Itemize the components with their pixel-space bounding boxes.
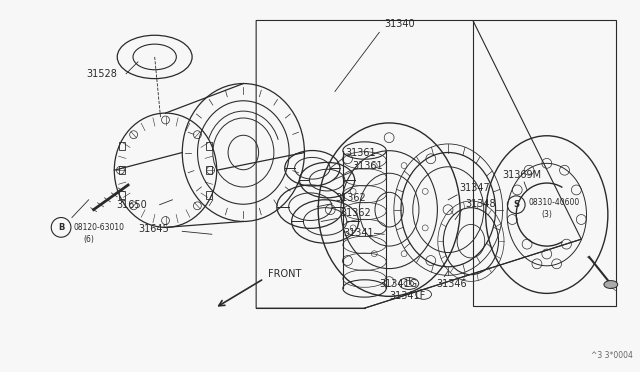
Text: 31346: 31346	[436, 279, 467, 289]
Text: (3): (3)	[542, 210, 553, 219]
Ellipse shape	[604, 280, 618, 288]
Text: 31361: 31361	[353, 161, 383, 171]
Text: (6): (6)	[84, 235, 95, 244]
Text: 31341F: 31341F	[389, 291, 426, 301]
Text: 31347: 31347	[459, 183, 490, 193]
Text: 08310-40600: 08310-40600	[528, 198, 579, 207]
Text: FRONT: FRONT	[268, 269, 301, 279]
Text: 31340: 31340	[384, 19, 415, 29]
Text: ^3 3*0004: ^3 3*0004	[591, 351, 633, 360]
Text: 31645: 31645	[138, 224, 169, 234]
Text: 31369M: 31369M	[502, 170, 541, 180]
Text: 31362: 31362	[335, 193, 365, 203]
Text: 31348: 31348	[465, 199, 495, 209]
Text: 31361: 31361	[345, 148, 376, 157]
Text: 31341: 31341	[343, 228, 374, 238]
Text: 31528: 31528	[86, 69, 118, 79]
Text: S: S	[513, 200, 519, 209]
Text: B: B	[58, 223, 64, 232]
Text: 08120-63010: 08120-63010	[74, 223, 125, 232]
Text: 31362: 31362	[340, 208, 371, 218]
Text: 31650: 31650	[116, 200, 147, 210]
Text: 31341G: 31341G	[380, 279, 417, 289]
